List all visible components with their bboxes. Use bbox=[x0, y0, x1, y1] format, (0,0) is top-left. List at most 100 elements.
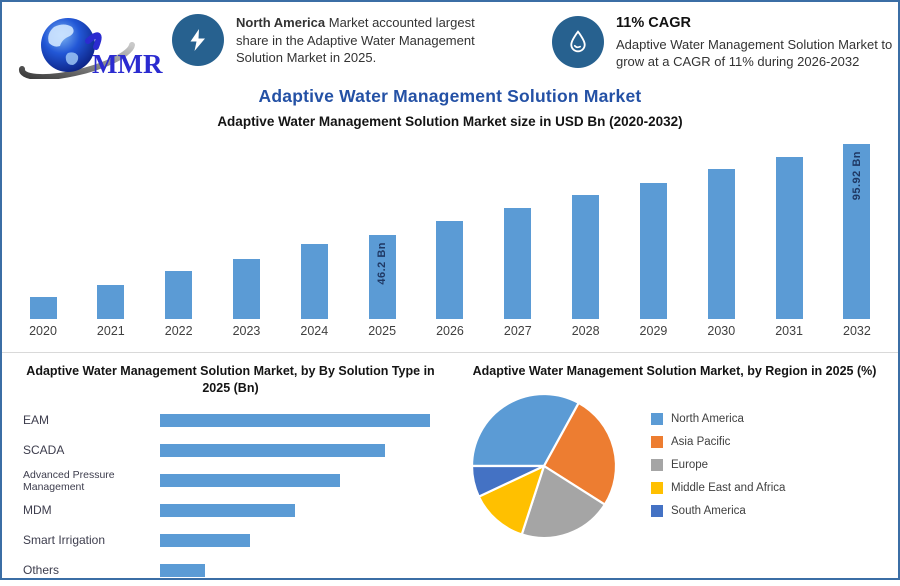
column-2022: 2022 bbox=[158, 137, 200, 343]
region-legend: North America Asia Pacific Europe Middle Ea… bbox=[651, 412, 786, 517]
legend-label: Asia Pacific bbox=[671, 435, 731, 448]
legend-label: Middle East and Africa bbox=[671, 481, 786, 494]
pie-slice-north-america bbox=[470, 392, 580, 467]
bar-2027 bbox=[504, 207, 532, 319]
bar-2026 bbox=[436, 220, 464, 319]
column-2026: 2026 bbox=[429, 137, 471, 343]
solution-type-panel: Adaptive Water Management Solution Marke… bbox=[2, 353, 457, 586]
bar-value-label-2025: 46.2 Bn bbox=[376, 241, 389, 285]
callout-highlight: North America bbox=[236, 15, 326, 30]
logo-continent-south bbox=[65, 52, 79, 65]
callout-north-america: North America Market accounted largest s… bbox=[172, 14, 508, 67]
hbar-row-advanced-pressure-management: Advanced Pressure Management bbox=[10, 466, 451, 496]
pie-slice-asia-pacific bbox=[542, 401, 618, 506]
region-chart-title: Adaptive Water Management Solution Marke… bbox=[472, 364, 877, 378]
region-pie-chart bbox=[469, 391, 619, 541]
x-tick-2025: 2025 bbox=[368, 324, 397, 338]
column-2031: 2031 bbox=[768, 137, 810, 343]
section-divider bbox=[2, 352, 898, 353]
region-pie-area: North America Asia Pacific Europe Middle Ea… bbox=[459, 389, 890, 541]
bar-2023 bbox=[232, 258, 260, 319]
hbar-row-others: Others bbox=[10, 556, 451, 586]
logo-swirl bbox=[85, 32, 102, 50]
hbar-category-label: Others bbox=[23, 562, 60, 577]
x-tick-2022: 2022 bbox=[164, 324, 193, 338]
x-tick-2031: 2031 bbox=[775, 324, 804, 338]
legend-item-asia-pacific: Asia Pacific bbox=[651, 435, 785, 448]
callout-text: Market accounted largest share in the Ad… bbox=[236, 15, 475, 66]
x-tick-2032: 2032 bbox=[843, 324, 871, 338]
header: MMR North America Market accounted large… bbox=[2, 2, 900, 81]
logo-continent bbox=[48, 24, 74, 47]
legend-label: North America bbox=[671, 412, 744, 425]
column-2024: 2024 bbox=[293, 137, 335, 343]
legend-label: Europe bbox=[671, 458, 709, 471]
bottom-section: Adaptive Water Management Solution Marke… bbox=[2, 353, 898, 586]
callout-cagr: 11% CAGR Adaptive Water Management Solut… bbox=[552, 14, 900, 71]
logo-text: MMR bbox=[92, 49, 163, 79]
x-tick-2026: 2026 bbox=[436, 324, 464, 338]
bar-2031 bbox=[775, 156, 803, 319]
column-2020: 2020 bbox=[22, 137, 64, 343]
cagr-headline: 11% CAGR bbox=[616, 15, 691, 31]
legend-swatch bbox=[651, 458, 663, 471]
column-chart-title: Adaptive Water Management Solution Marke… bbox=[217, 114, 683, 129]
column-2023: 2023 bbox=[225, 137, 267, 343]
mmr-logo: MMR bbox=[16, 11, 168, 81]
hbar-bar bbox=[160, 474, 340, 488]
hbar-bar bbox=[160, 444, 385, 458]
x-tick-2024: 2024 bbox=[300, 324, 329, 338]
hbar-row-mdm: MDM bbox=[10, 496, 451, 526]
pie-slice-south-america bbox=[470, 464, 546, 498]
hbar-category-label: Advanced Pressure Management bbox=[23, 468, 115, 493]
legend-item-middle-east-and-africa: Middle East and Africa bbox=[651, 481, 786, 494]
x-tick-2023: 2023 bbox=[232, 324, 261, 338]
solution-type-bar-chart: EAM SCADA Advanced Pressure Management MDM S… bbox=[10, 406, 451, 586]
hbar-row-scada: SCADA bbox=[10, 436, 451, 466]
column-2030: 2030 bbox=[700, 137, 742, 343]
pie-slice-middle-east-and-africa bbox=[477, 464, 546, 536]
region-panel: Adaptive Water Management Solution Marke… bbox=[457, 353, 898, 586]
hbar-category-label: Smart Irrigation bbox=[23, 532, 106, 547]
bar-2032: 95.92 Bn bbox=[843, 144, 871, 319]
bar-2028 bbox=[572, 194, 600, 319]
hbar-row-eam: EAM bbox=[10, 406, 451, 436]
bar-2021 bbox=[97, 285, 125, 319]
hbar-bar bbox=[160, 534, 250, 548]
bar-2024 bbox=[300, 243, 328, 319]
bar-2025: 46.2 Bn bbox=[368, 234, 396, 319]
hbar-bar bbox=[160, 564, 205, 578]
column-2025: 46.2 Bn 2025 bbox=[361, 137, 403, 343]
x-tick-2020: 2020 bbox=[29, 324, 57, 338]
logo-swoosh bbox=[18, 42, 135, 81]
legend-item-south-america: South America bbox=[651, 504, 785, 517]
hbar-category-label: MDM bbox=[23, 502, 52, 517]
cagr-description: Adaptive Water Management Solution Marke… bbox=[616, 36, 893, 70]
legend-swatch bbox=[651, 504, 663, 517]
market-size-column-chart: 2020 2021 2022 2023 2024 46.2 Bn 2025 2026 2027 2… bbox=[2, 137, 898, 343]
x-tick-2029: 2029 bbox=[639, 324, 668, 338]
bar-2020 bbox=[29, 297, 57, 319]
hbar-category-label: EAM bbox=[23, 412, 50, 427]
lightning-bolt-icon bbox=[172, 14, 224, 67]
column-2021: 2021 bbox=[90, 137, 132, 343]
x-tick-2030: 2030 bbox=[707, 324, 736, 338]
bar-2029 bbox=[639, 182, 667, 319]
x-tick-2028: 2028 bbox=[571, 324, 600, 338]
bar-2030 bbox=[707, 168, 735, 319]
column-2027: 2027 bbox=[497, 137, 539, 343]
legend-swatch bbox=[651, 412, 663, 425]
water-drop-icon bbox=[552, 16, 604, 69]
hbar-bar bbox=[160, 414, 430, 428]
column-2029: 2029 bbox=[632, 137, 674, 343]
pie-slice-europe bbox=[520, 464, 606, 539]
callout-north-america-text: North America Market accounted largest s… bbox=[236, 14, 508, 67]
column-2032: 95.92 Bn 2032 bbox=[836, 137, 878, 343]
legend-item-north-america: North America bbox=[651, 412, 785, 425]
solution-type-chart-title: Adaptive Water Management Solution Marke… bbox=[26, 364, 435, 395]
x-tick-2027: 2027 bbox=[503, 324, 532, 338]
column-2028: 2028 bbox=[565, 137, 607, 343]
page-title: Adaptive Water Management Solution Marke… bbox=[258, 86, 642, 106]
bar-2022 bbox=[165, 270, 193, 319]
